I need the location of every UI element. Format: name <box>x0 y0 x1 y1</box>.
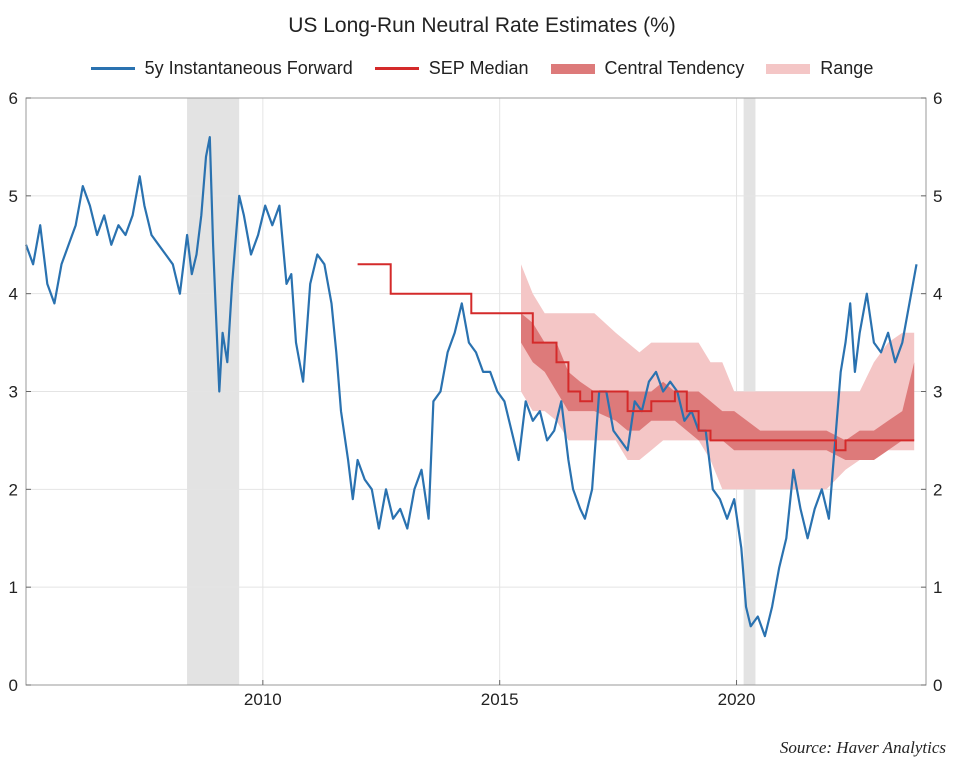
y-tick-label-right-3: 3 <box>933 383 942 402</box>
legend-swatch-sep-median <box>374 67 419 70</box>
series-line-sep-median <box>357 263 915 452</box>
chart-legend: 5y Instantaneous Forward SEP Median Cent… <box>0 58 964 79</box>
x-tick-label-1: 2015 <box>481 690 519 709</box>
legend-swatch-range <box>766 63 811 74</box>
y-tick-label-left-4: 4 <box>9 285 18 304</box>
legend-item-central-tendency: Central Tendency <box>550 58 745 79</box>
legend-item-range: Range <box>766 58 873 79</box>
chart-title: US Long-Run Neutral Rate Estimates (%) <box>288 14 676 37</box>
legend-label-central-tendency: Central Tendency <box>604 58 745 78</box>
legend-label-range: Range <box>820 58 874 78</box>
series-line-5y-forward <box>24 136 918 638</box>
legend-swatch-central-tendency <box>550 63 595 74</box>
y-tick-label-left-2: 2 <box>9 480 18 499</box>
legend-item-sep-median: SEP Median <box>374 58 529 79</box>
central-tendency-band <box>521 313 915 460</box>
y-tick-label-left-3: 3 <box>9 383 18 402</box>
y-tick-label-left-0: 0 <box>9 676 18 695</box>
legend-item-5y-forward: 5y Instantaneous Forward <box>90 58 353 79</box>
x-tick-label-0: 2010 <box>244 690 282 709</box>
legend-swatch-5y-forward <box>90 67 135 70</box>
y-tick-label-right-2: 2 <box>933 480 942 499</box>
y-tick-label-left-1: 1 <box>9 578 18 597</box>
legend-label-sep-median: SEP Median <box>428 58 529 78</box>
y-tick-label-right-4: 4 <box>933 285 942 304</box>
source-note: Source: Haver Analytics <box>779 738 946 757</box>
y-tick-label-right-0: 0 <box>933 676 942 695</box>
y-tick-label-left-6: 6 <box>9 89 18 108</box>
x-tick-label-2: 2020 <box>718 690 756 709</box>
legend-label-5y-forward: 5y Instantaneous Forward <box>144 58 353 78</box>
y-tick-label-left-5: 5 <box>9 187 18 206</box>
y-tick-label-right-6: 6 <box>933 89 942 108</box>
y-tick-label-right-1: 1 <box>933 578 942 597</box>
y-tick-label-right-5: 5 <box>933 187 942 206</box>
